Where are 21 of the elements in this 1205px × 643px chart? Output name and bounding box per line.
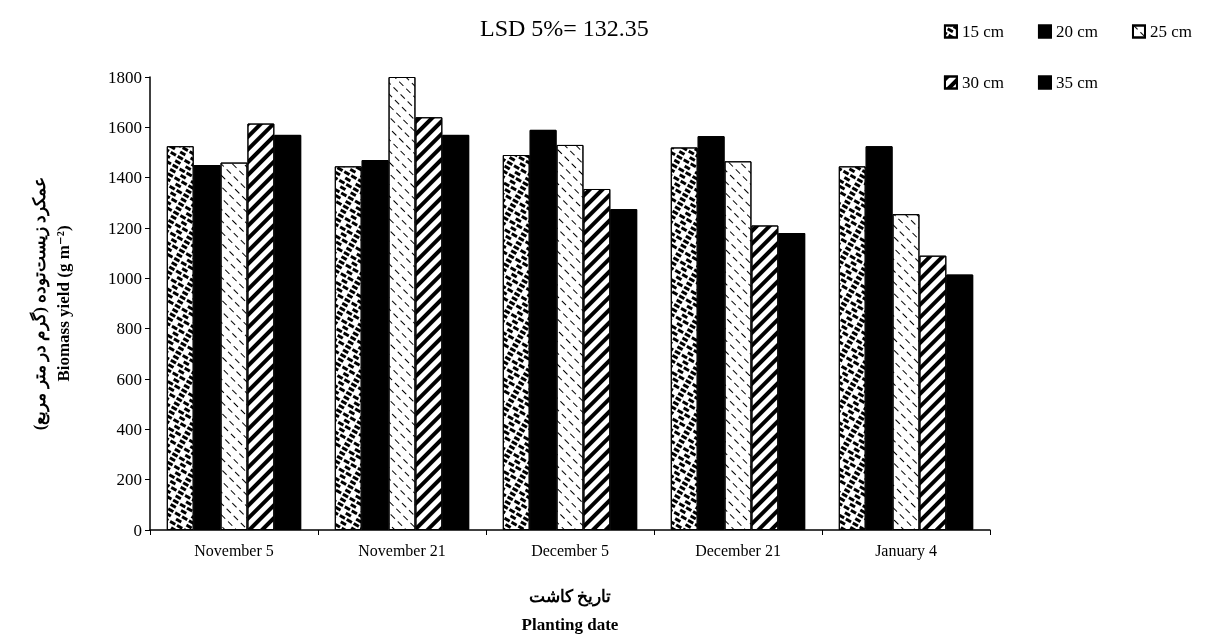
- y-tick-label: 0: [133, 520, 142, 540]
- y-tick-label: 1000: [108, 268, 142, 288]
- y-tick-label: 200: [116, 470, 142, 490]
- legend-label: 25 cm: [1149, 22, 1193, 41]
- y-tick-label: 1600: [108, 117, 142, 137]
- x-tick-label: January 4: [875, 541, 937, 560]
- legend-label: 20 cm: [1055, 22, 1098, 41]
- y-tick-label: 400: [116, 419, 142, 439]
- x-tick-label: November 5: [194, 541, 274, 559]
- legend-label: 15 cm: [961, 22, 1004, 41]
- legend-label: 30 cm: [961, 73, 1004, 92]
- legend-label: 35 cm: [1055, 73, 1098, 92]
- x-tick-label: December 21: [695, 541, 781, 559]
- text: LSD 5%= 132.35: [480, 15, 649, 41]
- x-tick-label: November 21: [358, 541, 446, 559]
- y-tick-label: 1800: [108, 67, 142, 87]
- y-tick-label: 1400: [108, 168, 142, 188]
- x-tick-label: December 5: [531, 541, 609, 559]
- y-tick-label: 600: [116, 369, 142, 389]
- y-tick-label: 800: [116, 319, 142, 339]
- y-tick-label: 1200: [108, 218, 142, 238]
